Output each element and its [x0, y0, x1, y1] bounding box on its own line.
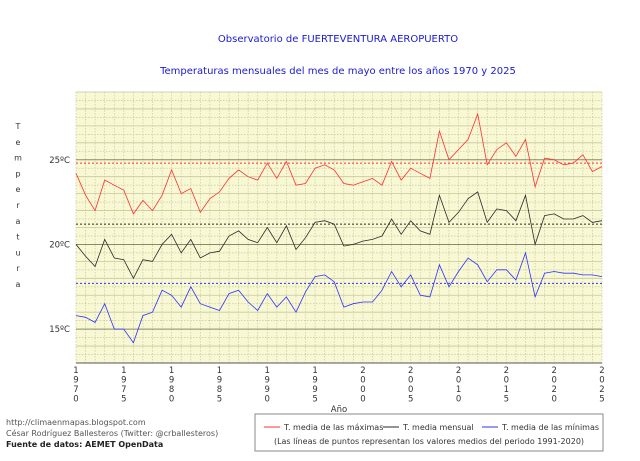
- svg-text:9: 9: [121, 376, 126, 386]
- legend-label-min: T. media de las mínimas: [501, 423, 599, 432]
- y-axis-label-letter: r: [16, 201, 20, 210]
- svg-text:2: 2: [551, 366, 556, 376]
- svg-text:2: 2: [504, 366, 509, 376]
- svg-text:9: 9: [169, 376, 174, 386]
- y-tick-label: 15ºC: [49, 325, 70, 335]
- svg-text:5: 5: [504, 395, 509, 405]
- svg-text:0: 0: [599, 376, 604, 386]
- y-tick-label: 25ºC: [49, 156, 70, 166]
- svg-text:1: 1: [73, 366, 78, 376]
- svg-text:7: 7: [73, 385, 78, 395]
- svg-text:9: 9: [265, 385, 270, 395]
- legend: T. media de las máximas T. media mensual…: [254, 413, 604, 452]
- svg-text:5: 5: [121, 395, 126, 405]
- chart-title: Observatorio de FUERTEVENTURA AEROPUERTO: [218, 34, 458, 45]
- y-axis-label-letter: T: [15, 122, 21, 131]
- svg-text:1: 1: [312, 366, 317, 376]
- svg-text:0: 0: [360, 385, 365, 395]
- svg-text:9: 9: [265, 376, 270, 386]
- x-tick-label: 2020: [551, 366, 556, 405]
- svg-text:5: 5: [312, 395, 317, 405]
- svg-text:0: 0: [551, 395, 556, 405]
- x-axis-label: Año: [331, 405, 347, 415]
- svg-text:0: 0: [169, 395, 174, 405]
- credit-source: Fuente de datos: AEMET OpenData: [6, 440, 164, 449]
- svg-text:1: 1: [169, 366, 174, 376]
- svg-text:1: 1: [265, 366, 270, 376]
- svg-text:9: 9: [312, 385, 317, 395]
- svg-text:0: 0: [456, 376, 461, 386]
- svg-text:7: 7: [121, 385, 126, 395]
- y-axis-label-letter: t: [16, 233, 19, 242]
- y-tick-labels: 15ºC 20ºC 25ºC: [49, 156, 70, 335]
- y-axis-label-letter: p: [15, 169, 20, 178]
- series-line-2: [75, 251, 603, 344]
- svg-text:5: 5: [217, 395, 222, 405]
- y-axis-label-letter: m: [14, 154, 22, 163]
- svg-text:9: 9: [217, 376, 222, 386]
- y-axis-label-letter: r: [16, 264, 20, 273]
- svg-text:2: 2: [551, 385, 556, 395]
- x-tick-label: 2025: [599, 366, 604, 405]
- svg-text:8: 8: [169, 385, 174, 395]
- y-axis-label-letter: a: [16, 217, 21, 226]
- legend-note: (Las líneas de puntos representan los va…: [274, 437, 584, 446]
- svg-text:0: 0: [73, 395, 78, 405]
- credit-author: César Rodríguez Ballesteros (Twitter: @c…: [6, 429, 219, 438]
- svg-text:5: 5: [599, 395, 604, 405]
- svg-text:2: 2: [599, 385, 604, 395]
- svg-text:2: 2: [408, 366, 413, 376]
- svg-text:0: 0: [408, 385, 413, 395]
- svg-text:0: 0: [360, 376, 365, 386]
- svg-text:2: 2: [456, 366, 461, 376]
- x-tick-labels: 1970197519801985199019952000200520102015…: [73, 366, 604, 405]
- y-axis-label: Temperatura: [14, 122, 22, 289]
- y-axis-label-letter: e: [16, 185, 21, 194]
- series-line-0: [75, 112, 603, 215]
- svg-text:8: 8: [217, 385, 222, 395]
- svg-text:0: 0: [456, 395, 461, 405]
- svg-text:0: 0: [551, 376, 556, 386]
- series-lines: [75, 112, 603, 344]
- svg-text:0: 0: [265, 395, 270, 405]
- legend-label-max: T. media de las máximas: [283, 423, 383, 432]
- svg-text:5: 5: [408, 395, 413, 405]
- legend-box: [254, 413, 604, 452]
- svg-text:0: 0: [504, 376, 509, 386]
- svg-text:0: 0: [408, 376, 413, 386]
- credit-blog: http://climaenmapas.blogspot.com: [6, 418, 146, 427]
- legend-label-mean: T. media mensual: [402, 423, 474, 432]
- svg-text:1: 1: [456, 385, 461, 395]
- svg-text:2: 2: [360, 366, 365, 376]
- svg-text:9: 9: [312, 376, 317, 386]
- y-tick-label: 20ºC: [49, 240, 70, 250]
- y-axis-label-letter: u: [15, 248, 20, 257]
- svg-text:1: 1: [217, 366, 222, 376]
- y-axis-label-letter: a: [16, 280, 21, 289]
- svg-text:2: 2: [599, 366, 604, 376]
- chart-subtitle: Temperaturas mensuales del mes de mayo e…: [159, 66, 516, 77]
- svg-text:1: 1: [121, 366, 126, 376]
- series-line-1: [75, 191, 603, 280]
- x-tick-label: 1970: [73, 366, 78, 405]
- svg-text:1: 1: [504, 385, 509, 395]
- svg-text:9: 9: [73, 376, 78, 386]
- svg-text:0: 0: [360, 395, 365, 405]
- y-axis-label-letter: e: [16, 138, 21, 147]
